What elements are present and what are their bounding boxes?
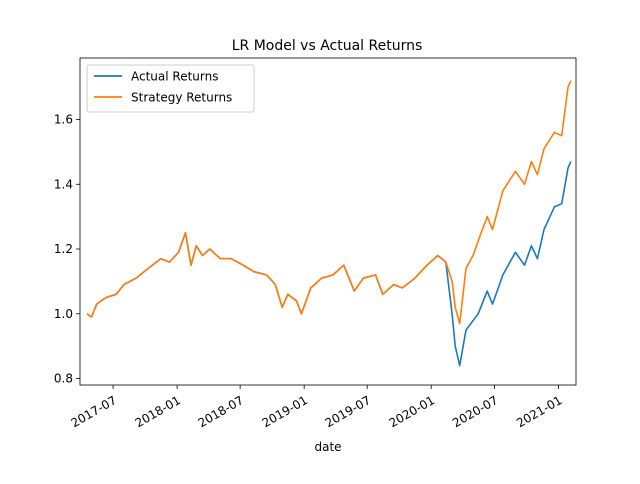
x-tick-label: 2020-01	[387, 393, 437, 430]
x-tick-label: 2020-07	[450, 393, 500, 430]
chart-title: LR Model vs Actual Returns	[232, 38, 423, 54]
y-tick-label: 1.2	[54, 242, 73, 256]
y-tick-label: 1.0	[54, 307, 73, 321]
series-layer	[86, 80, 572, 367]
x-tick-label: 2017-07	[69, 393, 119, 430]
x-tick-label: 2019-01	[260, 393, 310, 430]
series-line-actual-returns	[86, 161, 572, 367]
y-tick-label: 1.4	[54, 177, 73, 191]
legend: Actual Returns Strategy Returns	[86, 64, 255, 113]
x-tick-label: 2021-01	[514, 393, 564, 430]
x-axis-label: date	[314, 440, 341, 454]
y-axis-ticks: 0.8 1.0 1.2 1.4 1.6	[54, 113, 80, 386]
plot-frame	[79, 57, 577, 386]
x-tick-label: 2019-07	[323, 393, 373, 430]
legend-label-actual-returns: Actual Returns	[131, 70, 218, 84]
x-axis-ticks: 2017-07 2018-01 2018-07 2019-01 2019-07 2020-…	[69, 385, 564, 430]
legend-label-strategy-returns: Strategy Returns	[131, 91, 232, 105]
y-tick-label: 1.6	[54, 113, 73, 127]
x-tick-label: 2018-07	[196, 393, 246, 430]
y-tick-label: 0.8	[54, 372, 73, 386]
legend-frame	[86, 64, 255, 113]
x-tick-label: 2018-01	[133, 393, 183, 430]
series-line-strategy-returns	[86, 80, 572, 325]
